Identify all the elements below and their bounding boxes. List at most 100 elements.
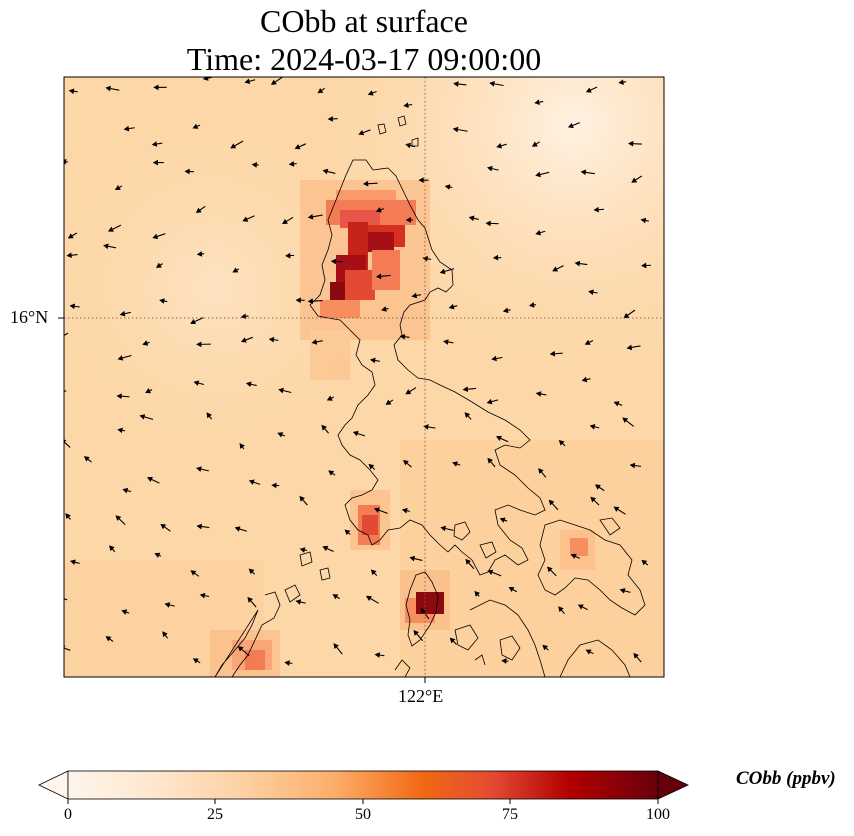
wind-arrow-head bbox=[465, 558, 471, 565]
wind-arrow bbox=[64, 129, 65, 132]
wind-arrow-head bbox=[631, 177, 638, 183]
wind-arrow-head bbox=[440, 525, 447, 532]
wind-arrow-head bbox=[114, 184, 121, 190]
wind-arrow-head bbox=[107, 226, 114, 232]
wind-arrow-head bbox=[549, 350, 556, 357]
map-subtitle-time: Time: 2024-03-17 09:00:00 bbox=[186, 41, 542, 77]
coastlines bbox=[214, 115, 646, 677]
wind-arrow-head bbox=[117, 427, 123, 434]
wind-arrow-head bbox=[558, 606, 564, 613]
wind-arrow-head bbox=[307, 213, 314, 220]
wind-arrow-head bbox=[196, 523, 203, 530]
wind-arrow-head bbox=[139, 414, 146, 420]
wind-arrow-head bbox=[239, 443, 245, 449]
colorbar-tick-75: 75 bbox=[502, 806, 518, 823]
wind-arrow-head bbox=[405, 142, 412, 149]
wind-arrow-head bbox=[585, 87, 592, 93]
wind-arrow-head bbox=[401, 507, 408, 514]
wind-arrow-head bbox=[558, 440, 565, 446]
wind-arrow-head bbox=[54, 131, 58, 135]
wind-arrow-head bbox=[593, 206, 599, 213]
wind-arrow-head bbox=[237, 646, 244, 652]
wind-arrow-head bbox=[66, 252, 72, 259]
wind-arrow-head bbox=[330, 258, 337, 265]
wind-arrow-head bbox=[418, 177, 424, 183]
wind-arrow-head bbox=[641, 559, 648, 566]
wind-arrow-head bbox=[311, 339, 318, 345]
wind-arrow-head bbox=[588, 289, 594, 296]
wind-arrow-head bbox=[580, 169, 587, 176]
wind-arrow-head bbox=[640, 217, 647, 224]
wind-arrow-head bbox=[145, 388, 152, 394]
wind-arrow-head bbox=[585, 649, 592, 655]
fire-plume-bicol bbox=[570, 538, 588, 556]
wind-arrow-head bbox=[67, 233, 74, 239]
wind-arrow-head bbox=[613, 401, 620, 407]
wind-arrow-head bbox=[153, 84, 159, 91]
wind-arrow-head bbox=[535, 391, 542, 397]
wind-arrow-head bbox=[362, 180, 369, 187]
colorbar-tick-0: 0 bbox=[64, 806, 72, 823]
wind-arrow-head bbox=[184, 168, 190, 175]
wind-arrow-head bbox=[240, 337, 247, 343]
wind-arrow-head bbox=[581, 376, 588, 383]
wind-arrow-head bbox=[452, 461, 458, 467]
wind-arrow-head bbox=[552, 266, 559, 272]
wind-arrow-head bbox=[271, 482, 277, 489]
wind-arrow-head bbox=[629, 462, 636, 469]
wind-arrow-head bbox=[403, 459, 409, 466]
wind-arrow-head bbox=[464, 412, 471, 418]
wind-arrow-head bbox=[147, 476, 153, 483]
wind-arrow-head bbox=[641, 262, 647, 269]
wind-arrow-head bbox=[193, 380, 200, 386]
wind-arrow-head bbox=[232, 267, 239, 273]
wind-arrow-head bbox=[411, 292, 418, 299]
wind-arrow-head bbox=[251, 162, 258, 168]
wind-arrow-head bbox=[444, 184, 451, 190]
wind-arrow-head bbox=[155, 262, 162, 268]
wind-arrow-head bbox=[151, 141, 158, 147]
wind-arrow-head bbox=[491, 355, 497, 362]
graticule bbox=[64, 77, 664, 677]
wind-arrow-head bbox=[230, 143, 237, 149]
latitude-tick-label: 16°N bbox=[10, 307, 49, 327]
wind-arrow-head bbox=[358, 129, 365, 136]
wind-arrow-head bbox=[192, 123, 199, 129]
wind-arrow-head bbox=[123, 125, 130, 132]
wind-arrow-head bbox=[535, 229, 542, 236]
wind-arrow-head bbox=[496, 435, 502, 442]
wind-arrow-head bbox=[105, 636, 112, 642]
wind-arrow-head bbox=[567, 122, 574, 129]
wind-arrow-head bbox=[83, 456, 90, 462]
wind-arrow-head bbox=[317, 87, 324, 94]
wind-arrow-head bbox=[105, 85, 111, 92]
wind-arrow-head bbox=[528, 302, 535, 308]
wind-arrow-head bbox=[535, 171, 541, 178]
wind-arrow-head bbox=[242, 216, 249, 222]
wind-arrow-head bbox=[577, 604, 584, 610]
wind-arrow-head bbox=[152, 233, 159, 240]
wind-arrow-head bbox=[367, 90, 374, 96]
wind-arrow-head bbox=[439, 268, 446, 275]
wind-arrow-head bbox=[322, 545, 329, 552]
wind-arrow-head bbox=[499, 517, 506, 523]
colorbar-tick-50: 50 bbox=[355, 806, 371, 823]
wind-arrow bbox=[64, 441, 71, 448]
wind-arrow-head bbox=[448, 303, 455, 310]
wind-arrow-head bbox=[420, 607, 427, 614]
wind-arrow-head bbox=[277, 432, 284, 438]
wind-arrow-head bbox=[199, 592, 206, 599]
wind-arrow-head bbox=[370, 357, 376, 364]
wind-arrow-head bbox=[285, 252, 291, 259]
wind-arrow-head bbox=[370, 569, 377, 576]
wind-arrow-head bbox=[278, 387, 284, 394]
wind-arrow-head bbox=[489, 81, 495, 87]
wind-arrow-head bbox=[154, 552, 161, 558]
wind-arrow-head bbox=[502, 307, 509, 314]
wind-arrow-head bbox=[399, 333, 406, 340]
wind-arrow-head bbox=[116, 393, 122, 400]
wind-arrow-head bbox=[462, 386, 469, 393]
wind-arrow-head bbox=[474, 590, 480, 597]
wind-arrow-head bbox=[633, 652, 639, 659]
